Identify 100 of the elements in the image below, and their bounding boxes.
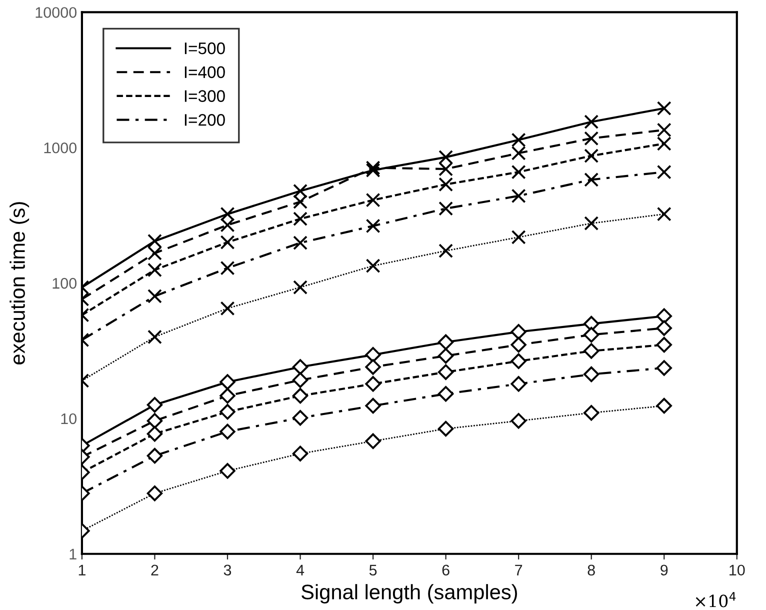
point [510,353,526,369]
legend-label: I=200 [184,114,225,126]
legend-label: I=300 [184,90,225,102]
point [656,164,672,180]
point [656,398,672,414]
x-tick-label: 3 [224,564,232,576]
point [584,216,599,231]
point [510,413,526,429]
y-axis-title: execution time (s) [10,202,30,364]
point [293,194,308,210]
point [584,114,599,130]
point [146,413,163,429]
point [511,146,526,160]
point [292,446,308,462]
x-tick-label: 4 [296,564,304,576]
point [656,206,672,222]
point [438,364,454,380]
point [438,334,454,350]
point [510,336,526,353]
y-tick-label: 100 [52,278,77,289]
point [584,366,600,382]
point [292,359,308,375]
point [292,372,308,388]
point [293,212,308,226]
point [148,234,162,248]
point [365,398,381,414]
point [220,404,236,420]
point [510,376,526,392]
point [220,301,235,316]
point [584,148,599,164]
point [365,346,381,363]
point [656,122,672,138]
point [366,258,380,274]
point [146,448,163,464]
point [292,388,308,404]
legend-label: I=400 [184,66,225,78]
point [511,188,526,204]
x-tick-label: 5 [369,564,377,576]
text: ×10$^{4}$ [696,592,736,608]
point [148,246,162,260]
point [366,160,380,175]
point [220,374,236,390]
point [438,177,454,192]
x-tick-label: 6 [442,564,450,576]
x-axis-title: Signal length (samples) [302,584,517,604]
point [365,376,381,392]
y-tick-label: 1000 [44,142,77,154]
point [584,343,600,359]
x-tick-label: 1 [78,564,86,576]
point [293,236,308,250]
legend-label: I=500 [184,42,225,54]
point [146,397,163,413]
point [656,360,672,376]
point [438,420,454,437]
point [366,218,380,234]
point [146,426,163,442]
point [220,235,235,250]
point [510,324,526,340]
point [292,410,308,426]
point [220,388,236,404]
x-tick-label: 7 [515,564,522,576]
x-tick-label: 8 [588,564,595,576]
x-tick-label: 9 [660,564,668,576]
point [438,244,454,258]
x-tick-label: 2 [151,564,158,576]
point [220,206,235,222]
point [366,163,380,178]
point [438,201,454,216]
y-tick-label: 1 [70,548,76,560]
point [220,424,236,440]
point [366,192,380,208]
point [656,336,672,353]
point [293,280,308,295]
x-tick-label: 10 [730,564,745,576]
point [438,386,454,402]
point [146,485,163,502]
point [584,172,599,187]
point [656,320,672,336]
point [438,150,454,164]
point [148,288,162,304]
point [511,164,526,180]
point [438,348,454,364]
point [220,218,235,232]
y-tick-label: 10 [61,413,77,424]
point [148,262,162,278]
y-tick-label: 10000 [36,7,77,18]
point [511,230,526,244]
point [656,308,672,324]
point [148,330,162,344]
point [584,131,599,146]
point [365,359,381,375]
point [656,101,672,116]
point [293,184,308,198]
point [220,260,235,276]
point [656,136,672,151]
point [511,132,526,148]
point [584,405,600,421]
point [438,162,454,176]
point [365,433,381,449]
point [584,326,600,343]
